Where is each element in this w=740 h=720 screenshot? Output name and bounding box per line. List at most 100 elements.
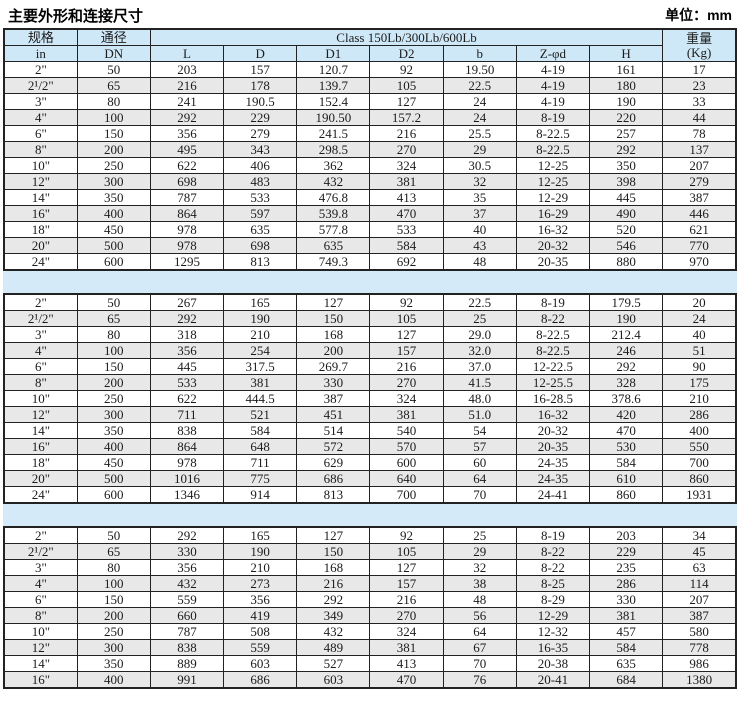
- table-cell: 300: [76, 173, 151, 190]
- table-cell: 273: [223, 575, 298, 592]
- table-cell: 520: [588, 221, 664, 238]
- table-cell: 105: [369, 310, 444, 327]
- table-cell: 6": [3, 125, 78, 142]
- table-cell: 692: [369, 253, 444, 271]
- table-cell: 241.5: [296, 125, 371, 142]
- table-cell: 292: [588, 141, 664, 158]
- table-cell: 8": [3, 374, 78, 391]
- table-cell: 2¹/2": [3, 543, 78, 560]
- table-cell: 14": [3, 655, 78, 672]
- table-cell: 20-38: [515, 655, 591, 672]
- col-header-class-group: Class 150Lb/300Lb/600Lb: [149, 28, 664, 46]
- table-cell: 40: [662, 326, 737, 343]
- table-cell: 20-35: [515, 253, 591, 271]
- page-title: 主要外形和连接尺寸: [8, 7, 144, 25]
- table-cell: 70: [442, 486, 517, 504]
- table-cell: 127: [296, 293, 371, 311]
- table-cell: 12": [3, 406, 78, 423]
- table-cell: 24: [442, 93, 517, 110]
- table-cell: 127: [369, 93, 444, 110]
- table-cell: 300: [76, 639, 151, 656]
- table-cell: 330: [296, 374, 371, 391]
- table-cell: 165: [223, 526, 298, 544]
- table-row: 10" 250 622 444.5 387 324 48.0 16-28.5 378.6 210: [3, 390, 737, 407]
- table-row: 20" 500 1016 775 686 640 64 24-35 610 860: [3, 470, 737, 487]
- table-cell: 521: [223, 406, 298, 423]
- table-cell: 584: [588, 639, 664, 656]
- table-cell: 20": [3, 237, 78, 254]
- table-cell: 270: [369, 141, 444, 158]
- table-cell: 64: [442, 470, 517, 487]
- table-row: 16" 400 864 597 539.8 470 37 16-29 490 446: [3, 205, 737, 222]
- table-cell: 18": [3, 454, 78, 471]
- table-cell: 572: [296, 438, 371, 455]
- table-body-section-3: 2" 50 292 165 127 92 25 8-19 203 34 2¹/2" 65 330 190 1…: [3, 526, 737, 689]
- table-cell: 559: [149, 591, 225, 608]
- table-cell: 257: [588, 125, 664, 142]
- table-cell: 157: [369, 342, 444, 359]
- table-cell: 12-32: [515, 623, 591, 640]
- table-cell: 30.5: [442, 157, 517, 174]
- table-row: 4" 100 356 254 200 157 32.0 8-22.5 246 51: [3, 342, 737, 359]
- table-cell: 398: [588, 173, 664, 190]
- table-cell: 241: [149, 93, 225, 110]
- table-cell: 41.5: [442, 374, 517, 391]
- table-cell: 200: [76, 607, 151, 624]
- table-cell: 584: [369, 237, 444, 254]
- col-header-dn-unit: DN: [76, 45, 151, 62]
- table-cell: 12-25.5: [515, 374, 591, 391]
- table-cell: 65: [76, 543, 151, 560]
- table-cell: 190: [223, 543, 298, 560]
- table-cell: 20-32: [515, 237, 591, 254]
- table-cell: 207: [662, 157, 737, 174]
- table-row: 12" 300 698 483 432 381 32 12-25 398 279: [3, 173, 737, 190]
- table-cell: 57: [442, 438, 517, 455]
- table-cell: 317.5: [223, 358, 298, 375]
- table-cell: 2": [3, 293, 78, 311]
- table-cell: 324: [369, 157, 444, 174]
- table-cell: 286: [588, 575, 664, 592]
- table-row: 16" 400 864 648 572 570 57 20-35 530 550: [3, 438, 737, 455]
- topbar: 主要外形和连接尺寸 单位：mm: [3, 0, 737, 28]
- table-cell: 178: [223, 77, 298, 94]
- dimension-table-main: 规格 通径 Class 150Lb/300Lb/600Lb 重量 (Kg) in…: [3, 28, 737, 271]
- table-body-section-1: 2" 50 203 157 120.7 92 19.50 4-19 161 17 2¹/2" 65 21…: [3, 61, 737, 271]
- table-cell: 190.50: [296, 109, 371, 126]
- table-cell: 56: [442, 607, 517, 624]
- table-cell: 24-41: [515, 486, 591, 504]
- unit-label: 单位：mm: [665, 7, 732, 23]
- table-cell: 450: [76, 454, 151, 471]
- table-cell: 150: [296, 310, 371, 327]
- table-cell: 550: [662, 438, 737, 455]
- table-cell: 546: [588, 237, 664, 254]
- table-cell: 180: [588, 77, 664, 94]
- table-cell: 500: [76, 470, 151, 487]
- table-cell: 22.5: [442, 77, 517, 94]
- table-row: 20" 500 978 698 635 584 43 20-32 546 770: [3, 237, 737, 254]
- table-cell: 229: [223, 109, 298, 126]
- table-cell: 4": [3, 109, 78, 126]
- table-cell: 514: [296, 422, 371, 439]
- table-cell: 32: [442, 173, 517, 190]
- table-cell: 40: [442, 221, 517, 238]
- table-cell: 470: [369, 205, 444, 222]
- table-cell: 356: [149, 559, 225, 576]
- table-cell: 470: [588, 422, 664, 439]
- table-cell: 216: [369, 358, 444, 375]
- table-cell: 356: [149, 342, 225, 359]
- table-cell: 8-29: [515, 591, 591, 608]
- table-cell: 92: [369, 61, 444, 78]
- table-cell: 813: [223, 253, 298, 271]
- section-divider-1: [3, 271, 737, 293]
- table-row: 24" 600 1295 813 749.3 692 48 20-35 880 970: [3, 253, 737, 271]
- table-cell: 381: [369, 173, 444, 190]
- table-cell: 445: [588, 189, 664, 206]
- table-cell: 1931: [662, 486, 737, 504]
- table-cell: 216: [296, 575, 371, 592]
- table-cell: 51.0: [442, 406, 517, 423]
- table-cell: 20-41: [515, 671, 591, 689]
- table-cell: 362: [296, 157, 371, 174]
- table-cell: 533: [149, 374, 225, 391]
- table-cell: 444.5: [223, 390, 298, 407]
- table-cell: 60: [442, 454, 517, 471]
